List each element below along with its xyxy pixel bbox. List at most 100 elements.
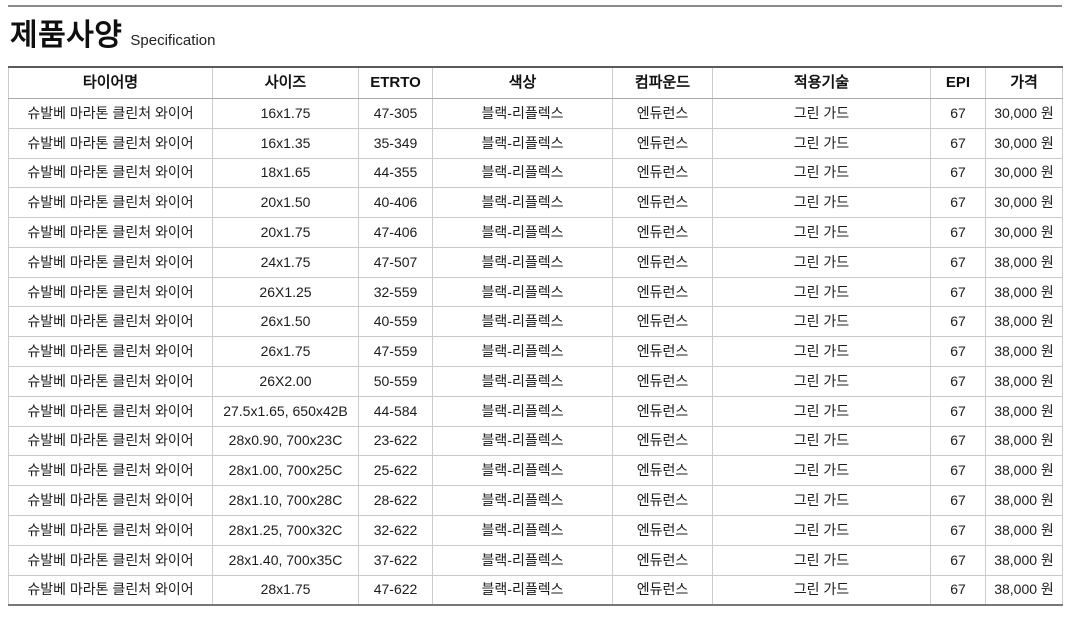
cell-etrto: 47-305 <box>358 98 433 129</box>
cell-price: 38,000 원 <box>985 336 1063 368</box>
cell-color: 블랙-리플렉스 <box>432 366 613 397</box>
cell-price: 38,000 원 <box>985 545 1063 576</box>
cell-compound: 엔듀런스 <box>612 187 713 219</box>
spec-page: 제품사양 Specification 타이어명 사이즈 ETRTO 색상 컴파운드 적용기… <box>8 0 1063 607</box>
cell-price: 38,000 원 <box>985 455 1063 487</box>
cell-color: 블랙-리플렉스 <box>432 336 613 368</box>
cell-name: 슈발베 마라톤 클린처 와이어 <box>8 306 213 338</box>
cell-name: 슈발베 마라톤 클린처 와이어 <box>8 247 213 278</box>
cell-price: 30,000 원 <box>985 98 1063 129</box>
cell-price: 38,000 원 <box>985 277 1063 308</box>
cell-compound: 엔듀런스 <box>612 217 713 248</box>
cell-etrto: 40-559 <box>358 306 433 338</box>
table-row: 슈발베 마라톤 클린처 와이어 28x1.75 47-622 블랙-리플렉스 엔듀런스 그… <box>8 575 1063 606</box>
header-cell-etrto: ETRTO <box>358 66 433 99</box>
cell-color: 블랙-리플렉스 <box>432 277 613 308</box>
section-header: 제품사양 Specification <box>10 17 1062 55</box>
cell-tech: 그린 가드 <box>712 277 931 308</box>
cell-epi: 67 <box>930 336 986 368</box>
cell-compound: 엔듀런스 <box>612 336 713 368</box>
table-row: 슈발베 마라톤 클린처 와이어 24x1.75 47-507 블랙-리플렉스 엔듀런스 그… <box>8 247 1063 278</box>
cell-etrto: 47-622 <box>358 575 433 606</box>
cell-tech: 그린 가드 <box>712 128 931 159</box>
cell-name: 슈발베 마라톤 클린처 와이어 <box>8 515 213 546</box>
cell-tech: 그린 가드 <box>712 217 931 248</box>
cell-epi: 67 <box>930 98 986 129</box>
cell-name: 슈발베 마라톤 클린처 와이어 <box>8 277 213 308</box>
table-row: 슈발베 마라톤 클린처 와이어 28x1.40, 700x35C 37-622 블랙-… <box>8 545 1063 576</box>
table-row: 슈발베 마라톤 클린처 와이어 28x1.25, 700x32C 32-622 블랙-… <box>8 515 1063 546</box>
cell-size: 26x1.50 <box>212 306 359 338</box>
cell-price: 38,000 원 <box>985 396 1063 427</box>
cell-compound: 엔듀런스 <box>612 306 713 338</box>
top-divider <box>8 5 1062 7</box>
table-row: 슈발베 마라톤 클린처 와이어 20x1.75 47-406 블랙-리플렉스 엔듀런스 그… <box>8 217 1063 248</box>
cell-etrto: 35-349 <box>358 128 433 159</box>
table-row: 슈발베 마라톤 클린처 와이어 26x1.75 47-559 블랙-리플렉스 엔듀런스 그… <box>8 336 1063 368</box>
cell-price: 38,000 원 <box>985 366 1063 397</box>
cell-price: 38,000 원 <box>985 426 1063 457</box>
cell-size: 28x1.00, 700x25C <box>212 455 359 487</box>
cell-etrto: 25-622 <box>358 455 433 487</box>
cell-epi: 67 <box>930 396 986 427</box>
cell-name: 슈발베 마라톤 클린처 와이어 <box>8 217 213 248</box>
cell-etrto: 32-622 <box>358 515 433 546</box>
cell-tech: 그린 가드 <box>712 187 931 219</box>
header-row: 타이어명 사이즈 ETRTO 색상 컴파운드 적용기술 EPI 가격 <box>8 66 1063 99</box>
cell-epi: 67 <box>930 575 986 606</box>
cell-etrto: 28-622 <box>358 485 433 516</box>
cell-tech: 그린 가드 <box>712 485 931 516</box>
cell-color: 블랙-리플렉스 <box>432 128 613 159</box>
cell-epi: 67 <box>930 128 986 159</box>
cell-color: 블랙-리플렉스 <box>432 187 613 219</box>
header-cell-tech: 적용기술 <box>712 66 931 99</box>
cell-name: 슈발베 마라톤 클린처 와이어 <box>8 187 213 219</box>
cell-size: 24x1.75 <box>212 247 359 278</box>
cell-compound: 엔듀런스 <box>612 396 713 427</box>
cell-compound: 엔듀런스 <box>612 98 713 129</box>
cell-size: 28x1.25, 700x32C <box>212 515 359 546</box>
cell-size: 20x1.75 <box>212 217 359 248</box>
cell-tech: 그린 가드 <box>712 98 931 129</box>
cell-color: 블랙-리플렉스 <box>432 426 613 457</box>
cell-etrto: 40-406 <box>358 187 433 219</box>
cell-color: 블랙-리플렉스 <box>432 485 613 516</box>
cell-color: 블랙-리플렉스 <box>432 545 613 576</box>
cell-size: 26X1.25 <box>212 277 359 308</box>
cell-tech: 그린 가드 <box>712 306 931 338</box>
cell-size: 16x1.75 <box>212 98 359 129</box>
cell-compound: 엔듀런스 <box>612 455 713 487</box>
cell-etrto: 32-559 <box>358 277 433 308</box>
cell-etrto: 44-584 <box>358 396 433 427</box>
table-row: 슈발베 마라톤 클린처 와이어 26x1.50 40-559 블랙-리플렉스 엔듀런스 그… <box>8 306 1063 338</box>
table-head: 타이어명 사이즈 ETRTO 색상 컴파운드 적용기술 EPI 가격 <box>8 66 1063 99</box>
header-cell-color: 색상 <box>432 66 613 99</box>
cell-compound: 엔듀런스 <box>612 426 713 457</box>
table-row: 슈발베 마라톤 클린처 와이어 27.5x1.65, 650x42B 44-584 블… <box>8 396 1063 427</box>
cell-compound: 엔듀런스 <box>612 247 713 278</box>
cell-name: 슈발베 마라톤 클린처 와이어 <box>8 98 213 129</box>
cell-epi: 67 <box>930 158 986 189</box>
cell-size: 28x1.10, 700x28C <box>212 485 359 516</box>
cell-epi: 67 <box>930 247 986 278</box>
cell-name: 슈발베 마라톤 클린처 와이어 <box>8 158 213 189</box>
table-row: 슈발베 마라톤 클린처 와이어 26X2.00 50-559 블랙-리플렉스 엔듀런스 그… <box>8 366 1063 397</box>
cell-etrto: 47-559 <box>358 336 433 368</box>
cell-etrto: 47-406 <box>358 217 433 248</box>
cell-name: 슈발베 마라톤 클린처 와이어 <box>8 455 213 487</box>
cell-price: 38,000 원 <box>985 515 1063 546</box>
cell-tech: 그린 가드 <box>712 396 931 427</box>
header-cell-size: 사이즈 <box>212 66 359 99</box>
cell-tech: 그린 가드 <box>712 426 931 457</box>
header-cell-name: 타이어명 <box>8 66 213 99</box>
cell-epi: 67 <box>930 277 986 308</box>
cell-color: 블랙-리플렉스 <box>432 247 613 278</box>
table-row: 슈발베 마라톤 클린처 와이어 18x1.65 44-355 블랙-리플렉스 엔듀런스 그… <box>8 158 1063 189</box>
table-row: 슈발베 마라톤 클린처 와이어 20x1.50 40-406 블랙-리플렉스 엔듀런스 그… <box>8 187 1063 219</box>
cell-size: 26x1.75 <box>212 336 359 368</box>
cell-tech: 그린 가드 <box>712 247 931 278</box>
cell-size: 26X2.00 <box>212 366 359 397</box>
cell-color: 블랙-리플렉스 <box>432 455 613 487</box>
table-row: 슈발베 마라톤 클린처 와이어 28x1.10, 700x28C 28-622 블랙-… <box>8 485 1063 516</box>
cell-etrto: 44-355 <box>358 158 433 189</box>
